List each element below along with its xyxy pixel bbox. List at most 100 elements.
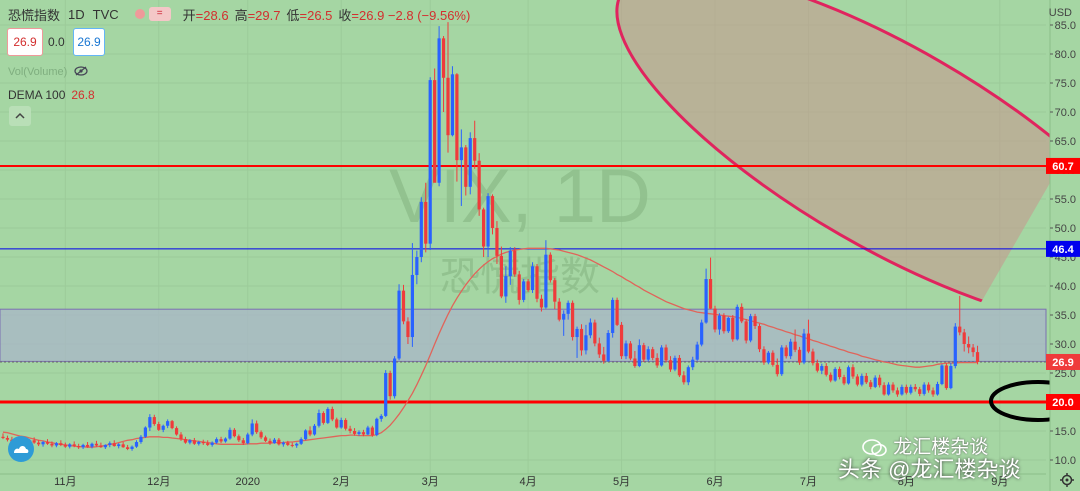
candle-body	[77, 446, 81, 448]
candle	[5, 435, 10, 442]
candle	[210, 441, 214, 447]
candle	[967, 336, 971, 354]
x-tick-label: 8月	[898, 476, 915, 488]
candle	[326, 407, 330, 425]
candle-body	[797, 349, 802, 363]
candle	[762, 346, 766, 365]
symbol-toggle-icon[interactable]: =	[148, 7, 171, 21]
candle	[335, 417, 339, 429]
candle-body	[370, 427, 374, 436]
candle-body	[895, 390, 900, 395]
symbol-name[interactable]: 恐慌指数	[8, 7, 61, 23]
candle	[157, 421, 161, 431]
candle-body	[695, 344, 699, 360]
candle	[321, 411, 325, 425]
candle-body	[749, 316, 753, 341]
candle	[530, 262, 535, 293]
candle	[397, 284, 401, 361]
spread-value: 0.0	[48, 35, 65, 49]
candle-body	[477, 160, 481, 210]
candle	[949, 362, 953, 390]
candle	[628, 341, 633, 361]
candle-body	[842, 377, 846, 384]
candle-body	[508, 250, 512, 277]
candle-body	[793, 341, 797, 350]
candle	[797, 346, 802, 365]
candle	[802, 328, 806, 365]
candle-body	[90, 443, 94, 447]
candle	[477, 153, 481, 216]
candle	[486, 193, 490, 257]
candle-body	[174, 428, 179, 435]
candle	[522, 279, 526, 303]
candle-body	[290, 444, 294, 446]
candle-body	[85, 444, 90, 447]
candle-body	[588, 322, 592, 336]
candle	[441, 36, 446, 112]
candle	[735, 304, 739, 341]
y-tick-label: 35.0	[1055, 310, 1076, 322]
candle	[682, 371, 686, 385]
candle	[433, 68, 437, 183]
candle	[179, 432, 183, 441]
wechat-icon	[862, 438, 888, 458]
candle	[459, 129, 463, 206]
candle	[304, 429, 308, 441]
candle	[655, 353, 659, 368]
candle	[860, 373, 864, 387]
candle	[215, 437, 219, 444]
candle-body	[41, 442, 45, 445]
x-tick-label: 9月	[991, 476, 1008, 488]
candle-body	[348, 428, 352, 431]
candle-body	[375, 418, 379, 436]
buy-price-box[interactable]: 26.9	[73, 28, 105, 56]
candle-body	[584, 335, 588, 351]
tradingview-logo-icon[interactable]	[8, 436, 34, 462]
candle-body	[397, 290, 401, 359]
candle	[815, 359, 819, 373]
candle-body	[651, 349, 655, 358]
candle	[277, 437, 281, 446]
candle	[740, 303, 744, 324]
candle	[482, 207, 486, 257]
candle-body	[117, 444, 121, 447]
candle-body	[611, 299, 615, 333]
candle	[749, 313, 753, 343]
candle	[117, 443, 121, 449]
candle	[717, 313, 722, 335]
eye-slash-icon[interactable]	[74, 66, 88, 76]
candle	[940, 364, 944, 386]
volume-indicator-label[interactable]: Vol(Volume)	[8, 66, 68, 78]
y-tick-label: 30.0	[1055, 339, 1076, 351]
candle	[811, 348, 815, 366]
candle-body	[780, 347, 784, 375]
candle-body	[539, 298, 544, 308]
candle-body	[170, 421, 174, 429]
candle	[94, 440, 99, 447]
collapse-legend-button[interactable]	[9, 106, 31, 126]
candle	[134, 440, 139, 448]
candle-body	[615, 299, 619, 325]
symbol-header: 恐慌指数 1D TVC = 开=28.6 高=29.7 低=26.5 收=26.9 −…	[8, 4, 476, 24]
candle	[197, 440, 201, 446]
dema-indicator-label[interactable]: DEMA 100 26.8	[8, 88, 95, 102]
candle-body	[869, 382, 873, 387]
candle-body	[277, 439, 281, 445]
candle-body	[259, 432, 263, 438]
sell-price-box[interactable]: 26.9	[7, 28, 43, 56]
status-dot-icon	[134, 9, 145, 19]
candle	[103, 444, 107, 449]
candle-body	[437, 38, 441, 183]
candle	[379, 414, 383, 422]
candle	[726, 316, 730, 333]
candle-body	[771, 352, 775, 365]
candle-body	[459, 147, 463, 161]
candle-body	[700, 322, 704, 345]
candle-body	[726, 317, 730, 332]
interval-label[interactable]: 1D	[68, 6, 85, 22]
candle-body	[922, 384, 926, 394]
price-tag	[1046, 353, 1080, 370]
candle	[54, 442, 58, 448]
settings-gear-icon[interactable]	[1060, 473, 1074, 487]
